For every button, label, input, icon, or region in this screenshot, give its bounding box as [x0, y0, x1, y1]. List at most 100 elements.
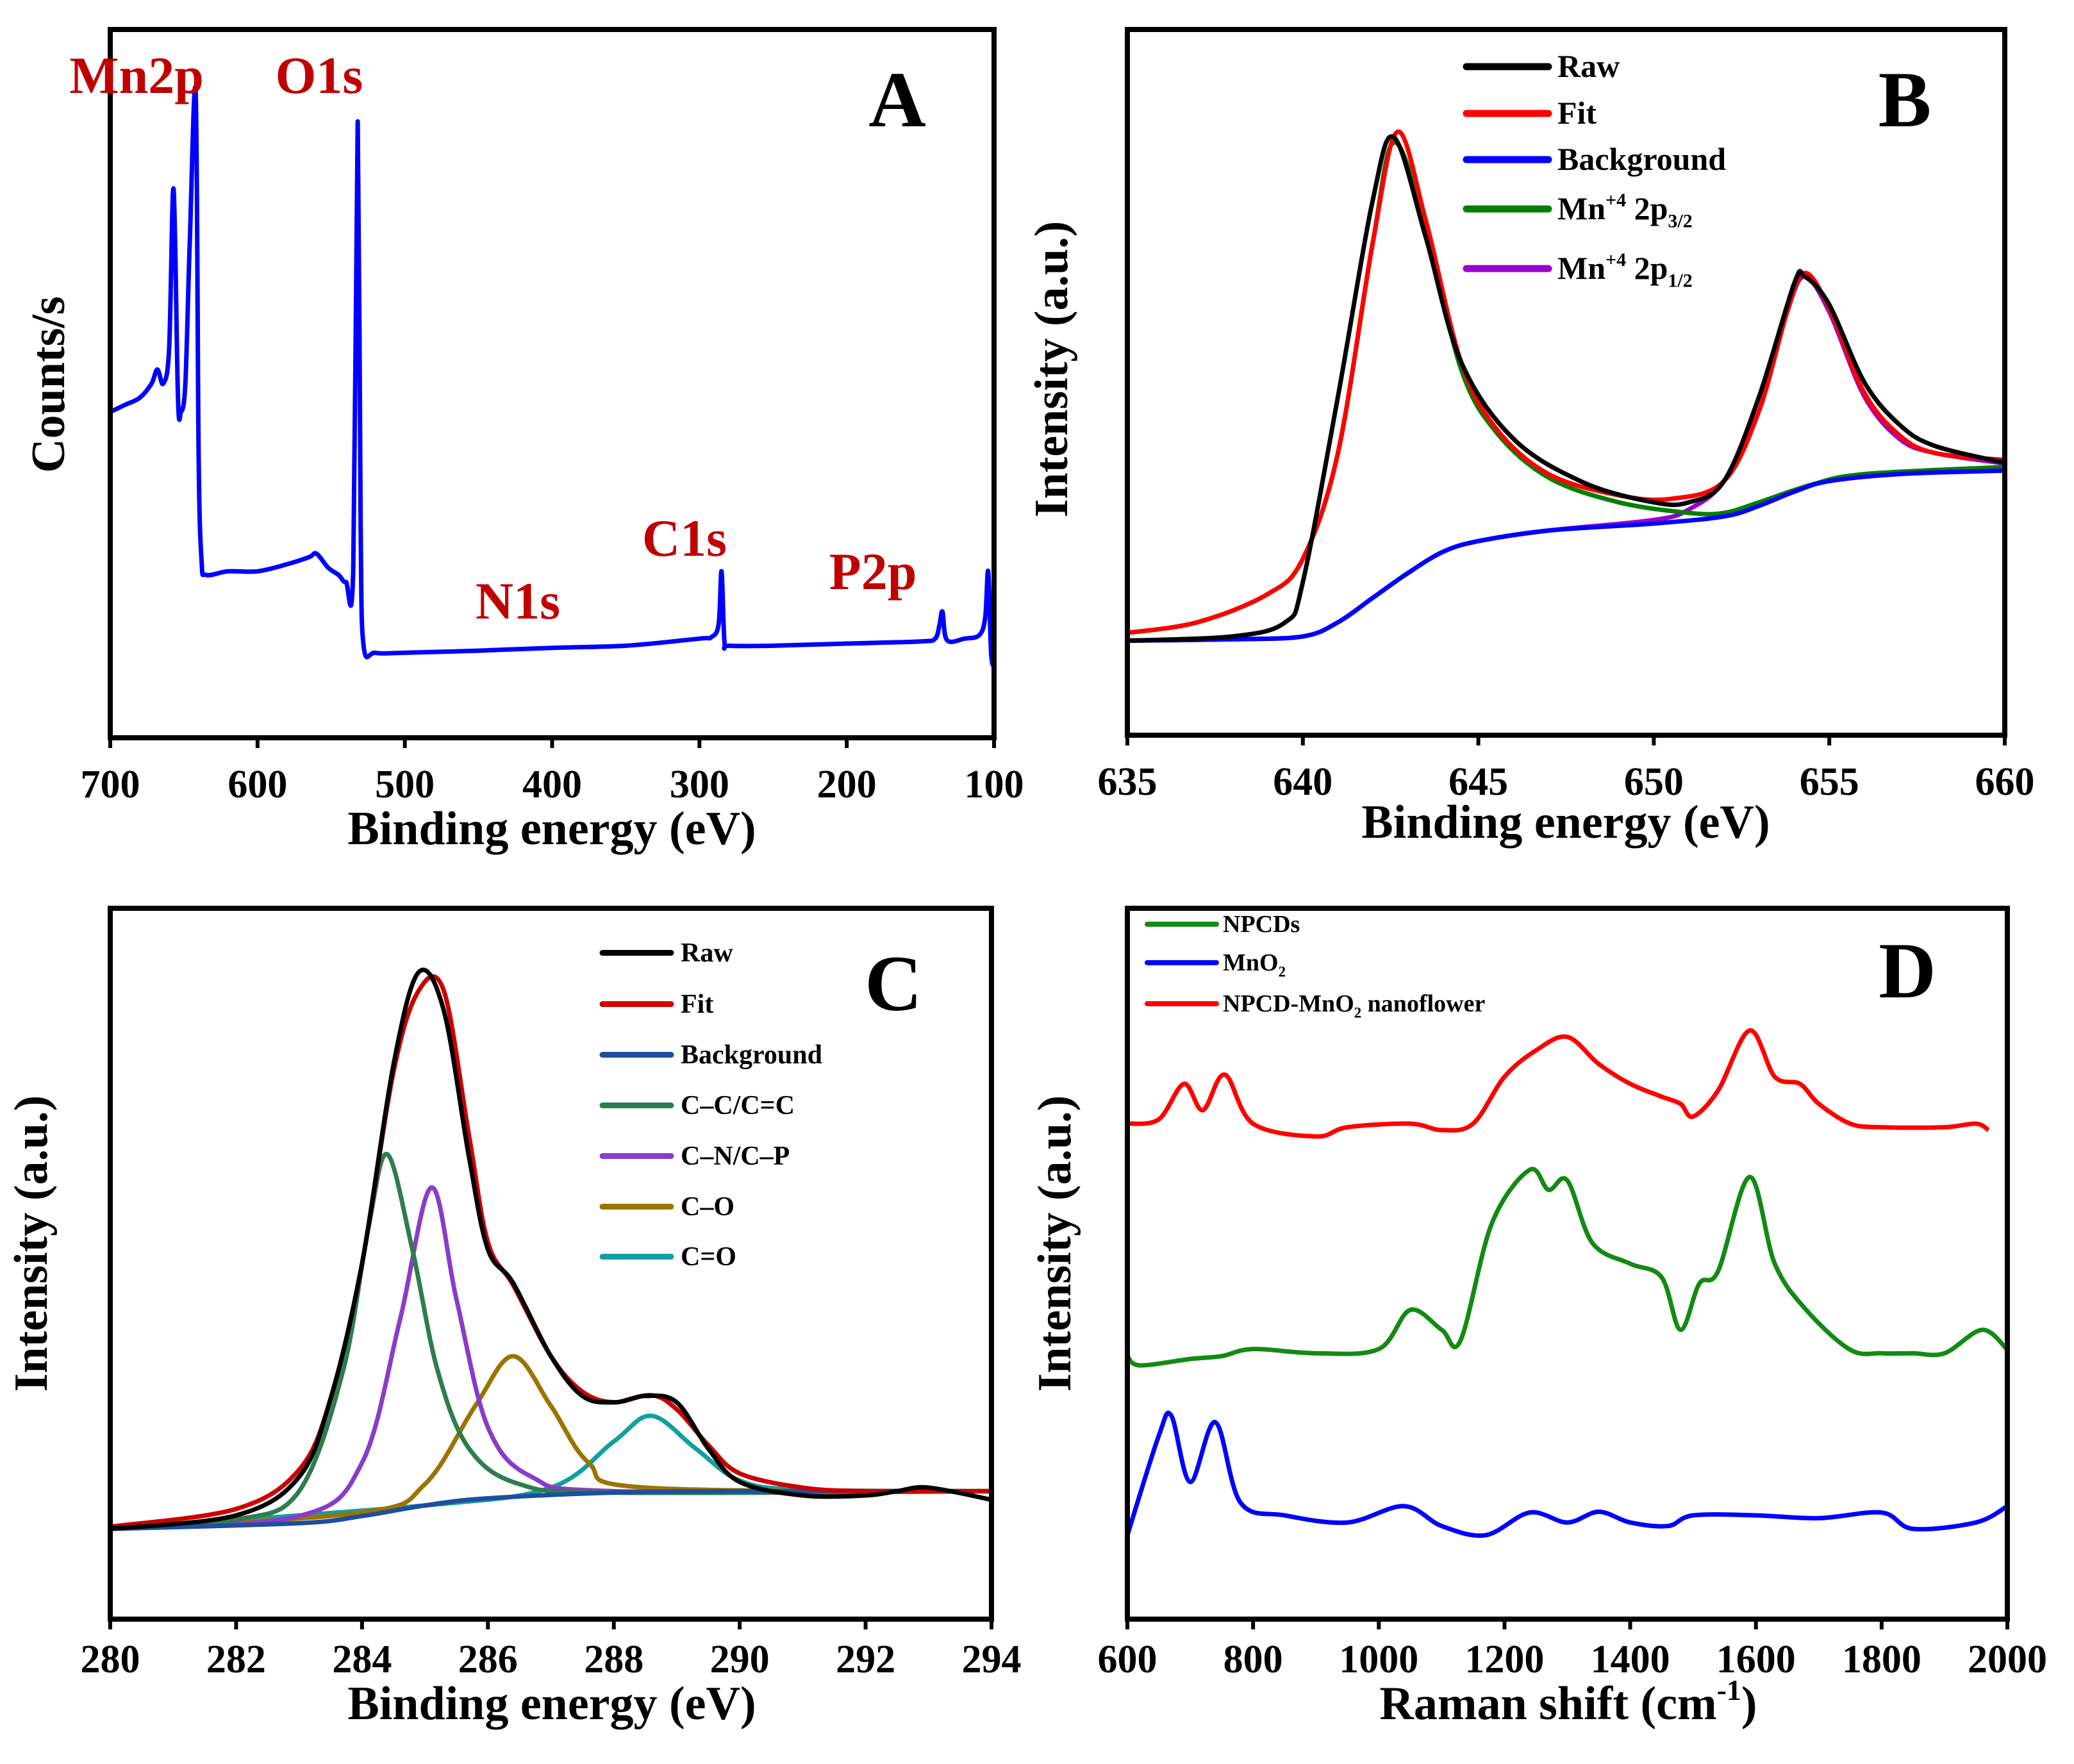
y-axis-label: Intensity (a.u.): [5, 1095, 58, 1392]
x-tick-label: 400: [522, 763, 582, 806]
legend-text: 2p: [1626, 250, 1668, 286]
x-axis-label-end: ): [1741, 1677, 1757, 1730]
x-tick-label: 655: [1800, 760, 1859, 804]
legend-sub: 3/2: [1668, 211, 1692, 232]
legend-label: NPCD-MnO2 nanoflower: [1223, 990, 1485, 1021]
series-line-mn-4-2p1-2: [1127, 274, 2005, 643]
peak-label: Mn2p: [69, 46, 204, 104]
legend-label: MnO2: [1223, 949, 1286, 980]
legend-label: Background: [1557, 141, 1726, 177]
legend-label: Mn+4 2p3/2: [1557, 190, 1693, 232]
series-line-npcds: [1127, 1167, 2007, 1368]
legend-text: Mn: [1557, 250, 1605, 286]
x-tick-label: 500: [375, 763, 435, 806]
series-line-mno2: [1127, 1410, 2007, 1538]
panel-letter: C: [865, 940, 922, 1028]
series-line-npcd-mno2-nanoflower: [1127, 1028, 1990, 1139]
legend-label: Fit: [681, 990, 713, 1019]
y-axis-label: Counts/s: [22, 296, 75, 473]
legend-label: Fit: [1557, 95, 1597, 131]
x-tick-label: 645: [1448, 760, 1508, 804]
x-tick-label: 2000: [1968, 1638, 2047, 1681]
x-tick-label: 286: [458, 1638, 518, 1681]
series-line-raw: [1127, 134, 2005, 643]
panel-letter: A: [868, 56, 926, 144]
series-line-raw: [110, 967, 991, 1531]
x-axis-label-sup: -1: [1717, 1674, 1741, 1706]
x-tick-label: 282: [206, 1638, 266, 1681]
x-axis-label: Binding energy (eV): [1361, 796, 1770, 849]
legend-label: C–O: [681, 1192, 734, 1222]
series-line-survey: [110, 85, 994, 668]
x-tick-label: 640: [1273, 760, 1332, 804]
peak-label: P2p: [829, 542, 917, 601]
x-axis-label: Binding energy (eV): [347, 1677, 756, 1730]
x-tick-label: 1800: [1842, 1638, 1921, 1681]
legend-text: MnO: [1223, 949, 1279, 976]
x-tick-label: 300: [670, 763, 729, 806]
legend-text: nanoflower: [1361, 990, 1485, 1017]
x-tick-label: 100: [965, 763, 1024, 806]
x-tick-label: 1600: [1716, 1638, 1796, 1681]
x-tick-label: 600: [1098, 1638, 1157, 1681]
legend-sub: 1/2: [1668, 270, 1692, 292]
panel-c: 280 282 284 286 288 290 292 294 Binding energy (…: [5, 906, 1022, 1730]
x-tick-label: 294: [962, 1638, 1022, 1681]
y-axis-label: Intensity (a.u.): [1025, 221, 1078, 518]
plot-frame: [1125, 27, 2007, 738]
x-tick-label: 800: [1224, 1638, 1283, 1681]
panel-d: 600 800 1000 1200 1400 1600 1800 2000 Raman shif…: [1029, 906, 2047, 1730]
series-line-fit: [110, 974, 991, 1529]
legend-label: C–C/C=C: [681, 1091, 795, 1120]
x-tick-label: 284: [332, 1638, 392, 1681]
legend-text: 2p: [1626, 190, 1668, 226]
series-group: [1127, 129, 2005, 643]
series-group: [110, 967, 991, 1531]
panel-letter: B: [1879, 56, 1932, 144]
peak-label: N1s: [476, 572, 560, 630]
x-tick-label: 200: [817, 763, 877, 806]
x-tick-label: 700: [81, 763, 140, 806]
series-line-c-o: [110, 1354, 991, 1531]
series-group: [1127, 1028, 2007, 1538]
x-tick-label: 288: [584, 1638, 643, 1681]
legend-label: Raw: [681, 938, 733, 968]
x-tick-label: 290: [710, 1638, 770, 1681]
x-axis-label: Raman shift (cm-1): [1379, 1674, 1757, 1730]
legend-sup: +4: [1605, 249, 1626, 270]
series-line-background: [1127, 468, 2005, 643]
x-tick-label: 600: [228, 763, 287, 806]
x-tick-label: 635: [1098, 760, 1157, 804]
x-axis-label: Binding energy (eV): [347, 803, 756, 855]
peak-label: O1s: [276, 46, 363, 104]
legend-label: Raw: [1557, 48, 1620, 84]
x-tick-label: 292: [836, 1638, 895, 1681]
x-tick-label: 660: [1975, 760, 2035, 804]
legend-text: Mn: [1557, 190, 1605, 226]
x-tick-label: 1000: [1339, 1638, 1418, 1681]
legend-label: C–N/C–P: [681, 1142, 790, 1171]
plot-frame: [108, 906, 994, 1622]
series-group: [110, 85, 994, 668]
panel-a: 700 600 500 400 300 200 100 Binding energy (eV)…: [22, 27, 1024, 855]
legend-text: NPCD-MnO: [1223, 990, 1354, 1017]
x-tick-label: 1400: [1591, 1638, 1670, 1681]
y-axis-label: Intensity (a.u.): [1029, 1095, 1081, 1392]
legend: Raw Fit Background C–C/C=C C–N/C–P C–O C=O: [599, 938, 822, 1272]
legend-label: Background: [681, 1040, 822, 1070]
panel-b: 635 640 645 650 655 660 Binding energy (eV) Int…: [1025, 27, 2035, 849]
legend-label: Mn+4 2p1/2: [1557, 249, 1693, 292]
legend-sup: +4: [1605, 190, 1626, 211]
peak-label: C1s: [642, 509, 727, 567]
plot-frame: [1125, 906, 2010, 1622]
x-tick-label: 1200: [1464, 1638, 1544, 1681]
legend-sub: 2: [1354, 1005, 1361, 1021]
legend-sub: 2: [1279, 964, 1286, 980]
legend-label: NPCDs: [1223, 911, 1300, 938]
x-tick-label: 650: [1624, 760, 1684, 804]
plot-frame: [108, 27, 997, 740]
legend-label: C=O: [681, 1242, 736, 1272]
